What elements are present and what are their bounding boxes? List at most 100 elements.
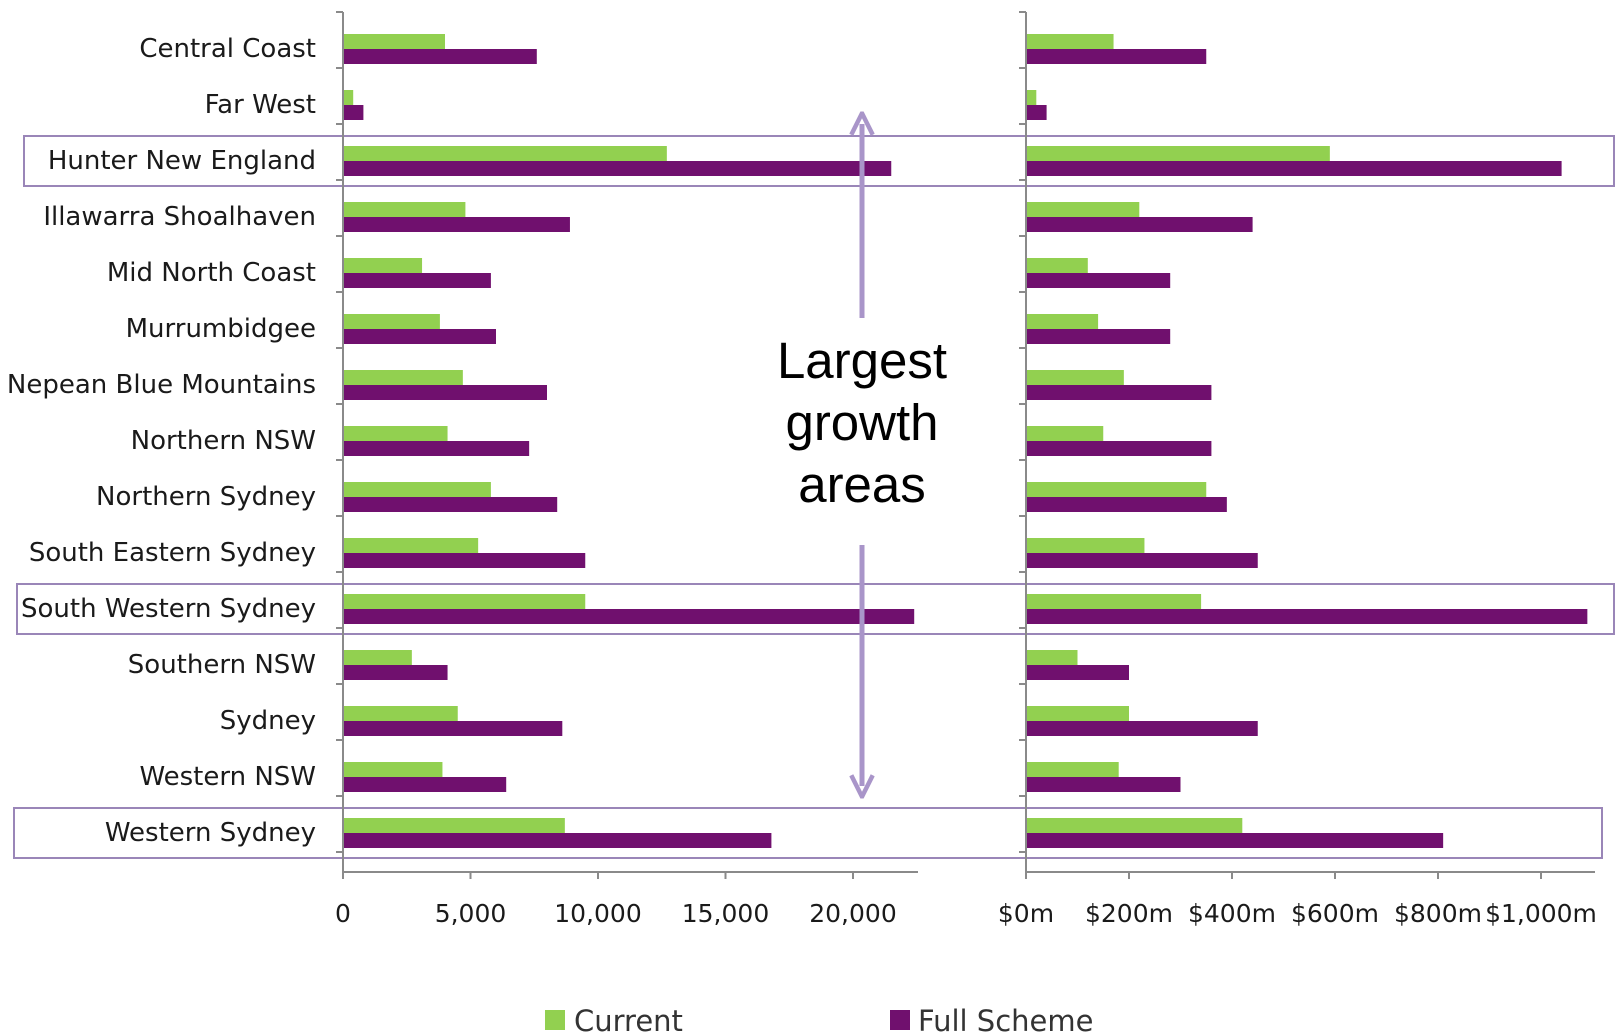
bar-full-scheme-sydney xyxy=(1026,721,1258,736)
bar-current-western-sydney xyxy=(1026,818,1243,833)
category-label-mid-north-coast: Mid North Coast xyxy=(107,258,316,288)
bar-full-scheme-southern-nsw xyxy=(1026,665,1129,680)
category-label-western-nsw: Western NSW xyxy=(139,762,316,792)
category-label-southern-nsw: Southern NSW xyxy=(128,650,316,680)
bar-full-scheme-northern-nsw xyxy=(343,441,530,456)
growth-annotation: Largest growth areas xyxy=(777,124,947,786)
category-label-illawarra-shoalhaven: Illawarra Shoalhaven xyxy=(43,202,316,232)
legend-label-full-scheme: Full Scheme xyxy=(918,1004,1093,1036)
bar-full-scheme-western-sydney xyxy=(1026,833,1444,848)
bar-current-mid-north-coast xyxy=(343,258,423,273)
category-label-central-coast: Central Coast xyxy=(139,34,316,64)
bar-current-south-western-sydney xyxy=(1026,594,1202,609)
category-label-sydney: Sydney xyxy=(220,706,316,736)
bar-full-scheme-south-eastern-sydney xyxy=(1026,553,1258,568)
bar-current-illawarra-shoalhaven xyxy=(1026,202,1140,217)
bar-current-northern-sydney xyxy=(343,482,491,497)
x-tick-label-0: 0 xyxy=(335,899,351,928)
bar-current-western-nsw xyxy=(343,762,443,777)
x-tick-label-5-000: 5,000 xyxy=(435,899,507,928)
bar-current-far-west xyxy=(1026,90,1037,105)
category-label-far-west: Far West xyxy=(205,90,316,120)
bar-current-murrumbidgee xyxy=(343,314,440,329)
bar-full-scheme-south-western-sydney xyxy=(343,609,915,624)
bar-current-central-coast xyxy=(1026,34,1114,49)
bar-current-south-eastern-sydney xyxy=(343,538,479,553)
bar-full-scheme-central-coast xyxy=(343,49,537,64)
x-tick-label-10-000: 10,000 xyxy=(554,899,641,928)
x-tick-label-400m: $400m xyxy=(1188,899,1276,928)
category-label-hunter-new-england: Hunter New England xyxy=(48,146,316,176)
category-label-western-sydney: Western Sydney xyxy=(105,818,316,848)
bar-current-sydney xyxy=(343,706,458,721)
bar-full-scheme-illawarra-shoalhaven xyxy=(343,217,570,232)
bar-full-scheme-mid-north-coast xyxy=(1026,273,1171,288)
legend: Current Full Scheme xyxy=(545,1004,1093,1036)
bar-current-northern-sydney xyxy=(1026,482,1207,497)
annotation-line-1: Largest xyxy=(777,332,947,389)
bar-full-scheme-nepean-blue-mountains xyxy=(1026,385,1212,400)
bar-full-scheme-northern-nsw xyxy=(1026,441,1212,456)
bar-full-scheme-far-west xyxy=(1026,105,1047,120)
bar-current-far-west xyxy=(343,90,354,105)
bar-current-mid-north-coast xyxy=(1026,258,1088,273)
category-label-northern-nsw: Northern NSW xyxy=(131,426,316,456)
x-tick-label-20-000: 20,000 xyxy=(809,899,896,928)
bar-current-hunter-new-england xyxy=(1026,146,1330,161)
legend-swatch-full-scheme xyxy=(890,1010,910,1030)
x-tick-label-800m: $800m xyxy=(1394,899,1482,928)
legend-label-current: Current xyxy=(574,1004,683,1036)
category-label-northern-sydney: Northern Sydney xyxy=(96,482,316,512)
bar-full-scheme-murrumbidgee xyxy=(1026,329,1171,344)
category-label-murrumbidgee: Murrumbidgee xyxy=(126,314,316,344)
bar-current-southern-nsw xyxy=(343,650,412,665)
bar-full-scheme-western-sydney xyxy=(343,833,772,848)
bar-full-scheme-hunter-new-england xyxy=(1026,161,1562,176)
bar-current-northern-nsw xyxy=(343,426,448,441)
bar-full-scheme-sydney xyxy=(343,721,563,736)
highlight-box-south-western-sydney xyxy=(16,583,1615,635)
x-tick-label-600m: $600m xyxy=(1291,899,1379,928)
bar-current-western-nsw xyxy=(1026,762,1119,777)
bar-full-scheme-south-western-sydney xyxy=(1026,609,1588,624)
category-label-south-eastern-sydney: South Eastern Sydney xyxy=(29,538,316,568)
bar-current-sydney xyxy=(1026,706,1129,721)
bar-current-nepean-blue-mountains xyxy=(343,370,463,385)
bar-current-western-sydney xyxy=(343,818,565,833)
highlight-boxes xyxy=(13,135,1615,859)
highlight-box-hunter-new-england xyxy=(23,135,1615,187)
bar-current-south-western-sydney xyxy=(343,594,586,609)
bar-full-scheme-mid-north-coast xyxy=(343,273,491,288)
bar-current-southern-nsw xyxy=(1026,650,1078,665)
x-tick-label-15-000: 15,000 xyxy=(682,899,769,928)
bar-full-scheme-hunter-new-england xyxy=(343,161,892,176)
annotation-line-2: growth xyxy=(785,394,938,451)
highlight-box-western-sydney xyxy=(13,807,1603,859)
category-labels: Central Coast Far West Hunter New England I… xyxy=(7,34,316,848)
legend-swatch-current xyxy=(545,1010,565,1030)
bar-full-scheme-south-eastern-sydney xyxy=(343,553,586,568)
bar-current-hunter-new-england xyxy=(343,146,667,161)
x-tick-label-0m: $0m xyxy=(998,899,1054,928)
bar-full-scheme-nepean-blue-mountains xyxy=(343,385,547,400)
category-label-south-western-sydney: South Western Sydney xyxy=(21,594,316,624)
bar-full-scheme-western-nsw xyxy=(1026,777,1181,792)
bar-full-scheme-western-nsw xyxy=(343,777,507,792)
bar-current-northern-nsw xyxy=(1026,426,1104,441)
bar-current-central-coast xyxy=(343,34,445,49)
x-tick-label-1-000m: $1,000m xyxy=(1485,899,1597,928)
bar-full-scheme-illawarra-shoalhaven xyxy=(1026,217,1253,232)
bar-current-murrumbidgee xyxy=(1026,314,1099,329)
bar-current-south-eastern-sydney xyxy=(1026,538,1145,553)
bar-current-illawarra-shoalhaven xyxy=(343,202,466,217)
bar-full-scheme-northern-sydney xyxy=(343,497,558,512)
bar-full-scheme-northern-sydney xyxy=(1026,497,1227,512)
annotation-line-3: areas xyxy=(798,456,926,513)
category-label-nepean-blue-mountains: Nepean Blue Mountains xyxy=(7,370,316,400)
bar-current-nepean-blue-mountains xyxy=(1026,370,1124,385)
bar-full-scheme-central-coast xyxy=(1026,49,1207,64)
bar-full-scheme-murrumbidgee xyxy=(343,329,496,344)
left-chart-count: 0 5,000 10,000 15,000 20,000 xyxy=(335,11,918,928)
x-tick-label-200m: $200m xyxy=(1085,899,1173,928)
